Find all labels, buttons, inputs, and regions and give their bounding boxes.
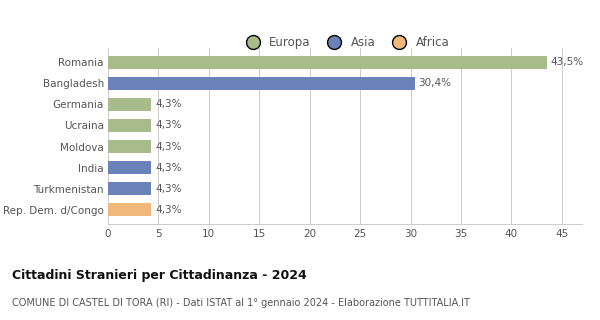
Bar — [108, 119, 151, 132]
Text: 4,3%: 4,3% — [155, 205, 182, 215]
Text: 4,3%: 4,3% — [155, 141, 182, 152]
Legend: Europa, Asia, Africa: Europa, Asia, Africa — [236, 31, 454, 53]
Bar — [108, 98, 151, 111]
Bar — [108, 56, 547, 68]
Bar — [108, 140, 151, 153]
Bar — [108, 182, 151, 195]
Text: 30,4%: 30,4% — [419, 78, 452, 88]
Text: 4,3%: 4,3% — [155, 163, 182, 172]
Text: 4,3%: 4,3% — [155, 120, 182, 131]
Bar — [108, 77, 415, 90]
Text: 43,5%: 43,5% — [551, 57, 584, 67]
Text: Cittadini Stranieri per Cittadinanza - 2024: Cittadini Stranieri per Cittadinanza - 2… — [12, 269, 307, 282]
Bar — [108, 204, 151, 216]
Text: 4,3%: 4,3% — [155, 184, 182, 194]
Text: 4,3%: 4,3% — [155, 100, 182, 109]
Text: COMUNE DI CASTEL DI TORA (RI) - Dati ISTAT al 1° gennaio 2024 - Elaborazione TUT: COMUNE DI CASTEL DI TORA (RI) - Dati IST… — [12, 298, 470, 308]
Bar — [108, 161, 151, 174]
